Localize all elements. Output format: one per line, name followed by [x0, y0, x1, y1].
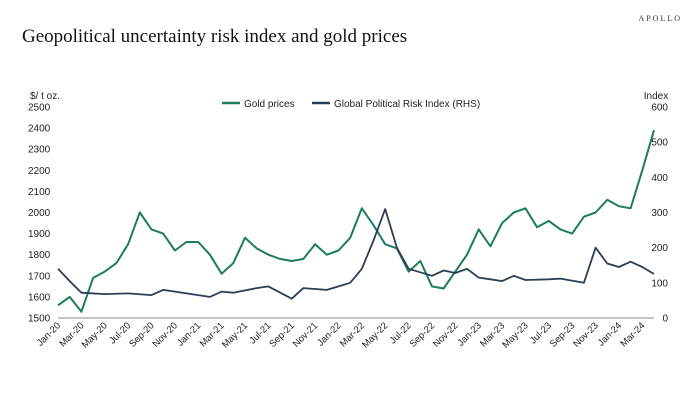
y-left-tick-label: 1900 [28, 229, 51, 240]
y-left-tick-label: 2100 [28, 187, 51, 198]
y-left-tick-label: 2000 [28, 208, 51, 219]
y-right-tick-label: 600 [651, 103, 668, 114]
legend-label: Gold prices [244, 99, 295, 110]
chart-title: Geopolitical uncertainty risk index and … [22, 26, 408, 47]
y-right-tick-label: 300 [651, 208, 668, 219]
x-axis-tick-labels: Jan-20Mar-20May-20Jul-20Sep-20Nov-20Jan-… [35, 320, 648, 350]
x-tick-label: Sep-21 [267, 320, 296, 349]
x-tick-label: Sep-20 [127, 320, 156, 349]
y-left-tick-label: 1600 [28, 292, 51, 303]
x-tick-label: May-22 [360, 320, 390, 350]
series-lines [57, 129, 655, 313]
y-right-axis-label: Index [644, 91, 668, 102]
legend-label: Global Political Risk Index (RHS) [334, 99, 480, 110]
gold-price-line [57, 129, 655, 313]
y-right-tick-label: 500 [651, 138, 668, 149]
political-risk-line [57, 208, 655, 300]
y-left-ticks: 1500 1600 1700 1800 1900 2000 2100 2200 2300 2400… [28, 103, 51, 325]
y-left-tick-label: 1500 [28, 314, 51, 325]
y-right-tick-label: 100 [651, 278, 668, 289]
x-tick-label: May-23 [500, 320, 530, 350]
y-left-tick-label: 1800 [28, 250, 51, 261]
y-left-tick-label: 1700 [28, 271, 51, 282]
brand-logo-text: APOLLO [638, 14, 682, 23]
x-tick-label: Nov-20 [151, 320, 180, 349]
x-tick-label: Mar-24 [618, 320, 647, 349]
y-left-tick-label: 2200 [28, 166, 51, 177]
x-tick-label: May-20 [80, 320, 110, 350]
y-left-axis-label: $/ t oz. [30, 91, 60, 102]
x-tick-label: Sep-23 [548, 320, 577, 349]
y-left-tick-label: 2300 [28, 145, 51, 156]
y-right-tick-label: 200 [651, 243, 668, 254]
x-tick-label: Nov-22 [431, 320, 460, 349]
x-tick-label: Nov-23 [571, 320, 600, 349]
y-left-tick-label: 2400 [28, 124, 51, 135]
y-right-tick-label: 0 [662, 314, 668, 325]
y-right-ticks: 0 100 200 300 400 500 600 [651, 103, 668, 325]
x-tick-label: May-21 [220, 320, 250, 350]
x-tick-label: Sep-22 [408, 320, 437, 349]
legend: Gold prices Global Political Risk Index (… [222, 99, 480, 110]
x-tick-label: Nov-21 [291, 320, 320, 349]
y-left-tick-label: 2500 [28, 103, 51, 114]
y-right-tick-label: 400 [651, 173, 668, 184]
